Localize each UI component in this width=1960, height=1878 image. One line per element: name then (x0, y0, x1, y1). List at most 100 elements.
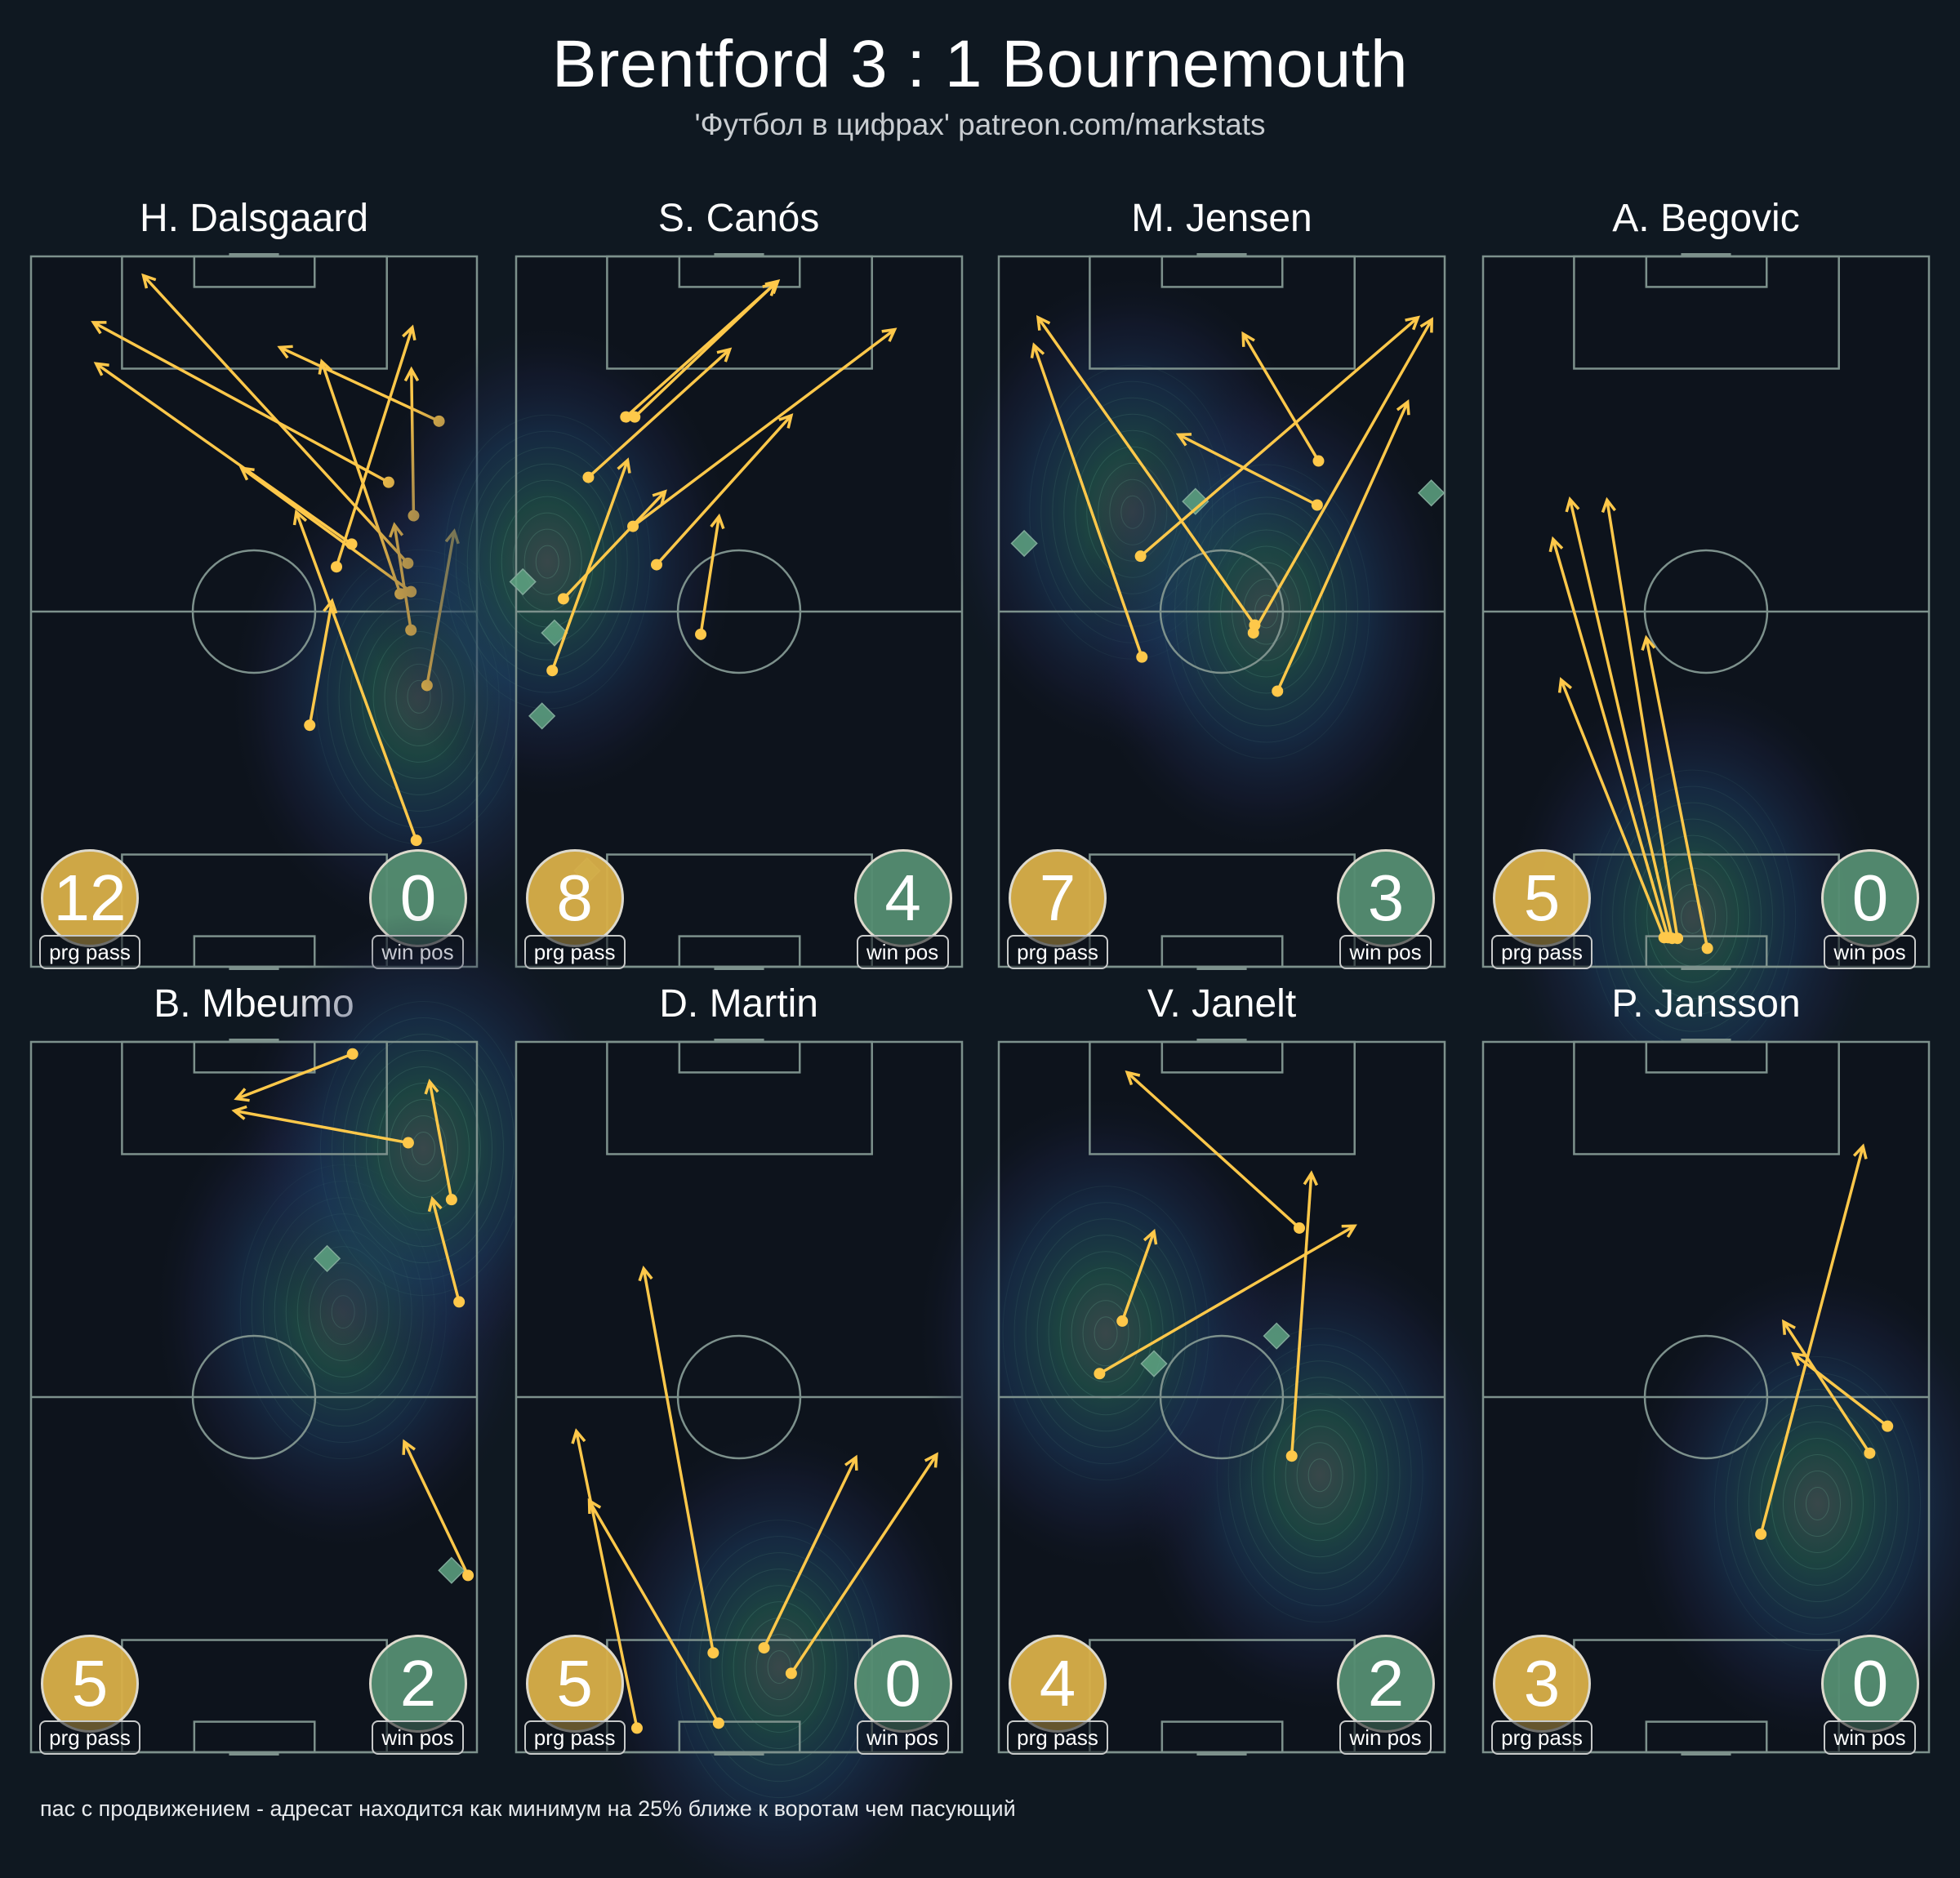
arrowhead-icon (402, 324, 416, 341)
arrowhead-icon (761, 281, 777, 297)
win-pos-label: win pos (1824, 935, 1916, 970)
arrowhead-icon (231, 1106, 247, 1121)
pass-line (95, 363, 353, 546)
progressive-pass (1247, 317, 1433, 639)
pass-line (335, 327, 414, 568)
pass-line (655, 415, 792, 567)
arrowhead-icon (652, 489, 667, 505)
pass-origin-dot (557, 593, 569, 605)
heat-contour (1013, 1202, 1198, 1465)
pass-origin-dot (1094, 1368, 1106, 1380)
pass-origin-dot (445, 1194, 457, 1206)
arrowhead-icon (570, 1428, 586, 1444)
progressive-pass (546, 457, 631, 677)
heat-contour (1002, 1186, 1209, 1481)
pass-origin-dot (628, 412, 640, 424)
heat-contour (1669, 883, 1717, 950)
win-pos-count-badge: 0 (853, 1635, 952, 1733)
pass-line (1782, 1321, 1871, 1455)
pass-line (1759, 1146, 1864, 1535)
pass-line (236, 1052, 354, 1101)
heat-contour (411, 1132, 435, 1166)
arrowhead-icon (1175, 433, 1192, 447)
heat-blob (590, 1431, 967, 1878)
player-name: M. Jensen (1131, 197, 1312, 241)
player-panel: A. Begovic 5 0 prg pass win pos (1481, 197, 1931, 1155)
heat-contour (388, 1099, 458, 1199)
pass-origin-dot (1755, 1529, 1767, 1541)
pass-origin-dot (1294, 1222, 1306, 1235)
arrowhead-icon (292, 510, 308, 526)
win-position-marker (1010, 530, 1038, 558)
pass-line (1098, 1225, 1356, 1376)
pass-origin-dot (1882, 1421, 1894, 1433)
progressive-pass (331, 324, 416, 573)
goal-bottom (714, 967, 764, 971)
win-pos-label: win pos (1339, 1720, 1432, 1756)
goal-bottom (229, 1752, 279, 1756)
center-circle (1643, 1335, 1769, 1460)
heat-contour (710, 1569, 849, 1766)
center-circle (1643, 550, 1769, 674)
pitch (1481, 253, 1931, 1155)
arrowhead-icon (424, 1079, 439, 1095)
pass-origin-dot (410, 834, 422, 847)
player-name: A. Begovic (1612, 197, 1800, 241)
prg-pass-count-badge: 3 (1493, 1635, 1591, 1733)
win-pos-label: win pos (856, 935, 949, 970)
goal-top (714, 253, 764, 257)
heat-contour (1307, 1458, 1332, 1493)
pass-origin-dot (1312, 455, 1325, 467)
goal-bottom (1681, 967, 1731, 971)
prg-pass-count-badge: 5 (41, 1635, 139, 1733)
player-panel: S. Canós 8 4 prg pass win pos (359, 197, 963, 971)
pass-origin-dot (1864, 1448, 1876, 1460)
pass-line (1552, 539, 1670, 939)
pass-origin-dot (619, 412, 631, 424)
prg-pass-label: prg pass (523, 1720, 626, 1756)
pass-origin-dot (1116, 1315, 1129, 1328)
arrowhead-icon (1241, 332, 1255, 348)
arrowhead-icon (638, 1266, 653, 1282)
prg-pass-label: prg pass (1491, 1720, 1592, 1756)
pass-origin-dot (785, 1667, 797, 1680)
progressive-pass (231, 1106, 414, 1149)
win-pos-label: win pos (1824, 1720, 1916, 1756)
heat-contour (1296, 1442, 1343, 1509)
win-pos-count-badge: 2 (369, 1635, 467, 1733)
heat-contour (1737, 1389, 1898, 1619)
pass-origin-dot (1701, 942, 1713, 955)
heat-contour (767, 1650, 791, 1684)
pass-line (308, 601, 334, 726)
progressive-pass (1285, 1170, 1319, 1462)
goal-top (1681, 253, 1731, 257)
pass-line (574, 1431, 639, 1729)
center-circle (191, 1335, 317, 1460)
pass-line (92, 321, 390, 484)
heat-contour (721, 1585, 837, 1750)
pass-line (234, 1110, 409, 1145)
arrowhead-icon (1405, 315, 1421, 331)
heat-contour (1273, 1409, 1366, 1542)
arrowhead-icon (1341, 1224, 1357, 1239)
arrowhead-icon (1557, 677, 1572, 694)
heat-contour (354, 1050, 492, 1248)
pass-line (295, 511, 418, 842)
arrowhead-icon (1143, 1229, 1158, 1245)
heat-contour (1783, 1454, 1852, 1554)
win-pos-count-badge: 2 (1337, 1635, 1435, 1733)
progressive-pass (1116, 1229, 1158, 1328)
pass-line (430, 1199, 461, 1303)
heat-contour (376, 1083, 470, 1215)
win-position-marker (438, 1557, 466, 1585)
player-panel: P. Jansson 3 0 prg pass win pos (1481, 982, 1960, 1756)
arrowhead-icon (323, 598, 338, 615)
heat-contour (535, 545, 559, 579)
center-circle (1159, 550, 1285, 674)
pass-origin-dot (1136, 652, 1148, 664)
heat-contour (1624, 818, 1762, 1016)
heat-contour (1806, 1487, 1829, 1521)
progressive-pass (557, 489, 667, 605)
pass-origin-dot (694, 629, 706, 641)
goal-bottom (714, 1752, 764, 1756)
